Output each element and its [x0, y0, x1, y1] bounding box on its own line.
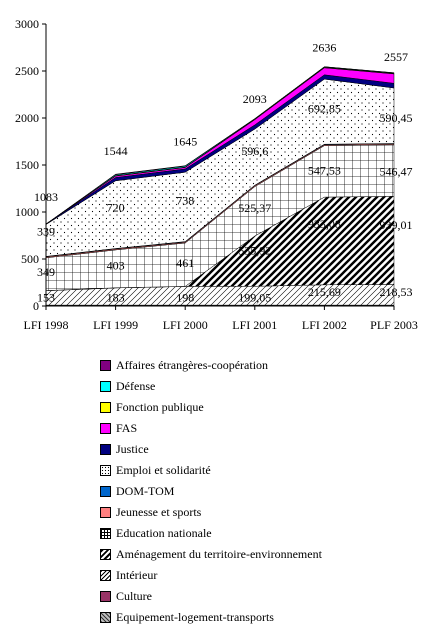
- legend-swatch: [100, 570, 111, 581]
- data-label: 2636: [312, 41, 336, 55]
- legend-label: Défense: [116, 379, 156, 393]
- legend-swatch: [100, 528, 111, 539]
- y-tick-label: 0: [33, 299, 39, 313]
- legend-label: Emploi et solidarité: [116, 463, 211, 477]
- legend-label: FAS: [116, 421, 138, 435]
- legend-item: Education nationale: [100, 523, 430, 544]
- legend-swatch: [100, 360, 111, 371]
- data-label: 183: [107, 291, 125, 305]
- legend-label: Justice: [116, 442, 149, 456]
- legend-label: Equipement-logement-transports: [116, 610, 274, 624]
- data-label: 1083: [34, 190, 58, 204]
- legend-swatch: [100, 591, 111, 602]
- legend-item: Affaires étrangères-coopération: [100, 355, 430, 376]
- legend-item: Culture: [100, 586, 430, 607]
- legend-label: Fonction publique: [116, 400, 204, 414]
- y-tick-label: 1500: [15, 158, 39, 172]
- data-label: 218,53: [380, 285, 413, 299]
- data-label: 547,53: [308, 164, 341, 178]
- legend-item: Equipement-logement-transports: [100, 607, 430, 628]
- legend-item: Jeunesse et sports: [100, 502, 430, 523]
- data-label: 525,37: [238, 201, 271, 215]
- data-label: 590,45: [380, 111, 413, 125]
- data-label: 933,08: [308, 217, 341, 231]
- legend-item: DOM-TOM: [100, 481, 430, 502]
- data-label: 596,6: [241, 144, 268, 158]
- data-label: 1645: [173, 135, 197, 149]
- data-label: 939,01: [380, 218, 413, 232]
- data-label: 692,85: [308, 102, 341, 116]
- data-label: 546,47: [380, 165, 413, 179]
- legend-swatch: [100, 402, 111, 413]
- x-tick-label: LFI 1999: [93, 318, 138, 332]
- data-label: 339: [37, 225, 55, 239]
- legend-label: Culture: [116, 589, 152, 603]
- x-tick-label: LFI 2000: [163, 318, 208, 332]
- data-label: 535,92: [238, 244, 271, 258]
- data-label: 720: [107, 200, 125, 214]
- legend-item: Fonction publique: [100, 397, 430, 418]
- legend-swatch: [100, 444, 111, 455]
- legend-label: Intérieur: [116, 568, 158, 582]
- data-label: 403: [107, 259, 125, 273]
- x-tick-label: LFI 2001: [232, 318, 277, 332]
- legend-label: DOM-TOM: [116, 484, 175, 498]
- legend-item: FAS: [100, 418, 430, 439]
- data-label: 198: [176, 291, 194, 305]
- legend-label: Jeunesse et sports: [116, 505, 202, 519]
- legend-label: Education nationale: [116, 526, 212, 540]
- legend-item: Défense: [100, 376, 430, 397]
- legend-item: Intérieur: [100, 565, 430, 586]
- data-label: 1544: [104, 144, 128, 158]
- legend-item: Justice: [100, 439, 430, 460]
- legend-label: Aménagement du territoire-environnement: [116, 547, 322, 561]
- legend-swatch: [100, 486, 111, 497]
- y-tick-label: 3000: [15, 17, 39, 31]
- data-label: 2557: [384, 50, 408, 64]
- x-tick-label: LFI 2002: [302, 318, 347, 332]
- legend-label: Affaires étrangères-coopération: [116, 358, 269, 372]
- y-tick-label: 1000: [15, 205, 39, 219]
- y-tick-label: 500: [21, 252, 39, 266]
- legend-swatch: [100, 423, 111, 434]
- data-label: 738: [176, 194, 194, 208]
- legend-item: Emploi et solidarité: [100, 460, 430, 481]
- data-label: 199,05: [238, 291, 271, 305]
- y-tick-label: 2500: [15, 64, 39, 78]
- x-tick-label: LFI 1998: [24, 318, 69, 332]
- data-label: 461: [176, 256, 194, 270]
- legend-swatch: [100, 465, 111, 476]
- legend-swatch: [100, 549, 111, 560]
- legend-swatch: [100, 381, 111, 392]
- data-label: 215,69: [308, 285, 341, 299]
- chart-legend: Affaires étrangères-coopération Défense Fo…: [100, 355, 430, 628]
- data-label: 2093: [243, 92, 267, 106]
- y-tick-label: 2000: [15, 111, 39, 125]
- x-tick-label: PLF 2003: [370, 318, 418, 332]
- legend-swatch: [100, 612, 111, 623]
- legend-swatch: [100, 507, 111, 518]
- data-label: 349: [37, 265, 55, 279]
- area-series-12: [45, 66, 395, 225]
- legend-item: Aménagement du territoire-environnement: [100, 544, 430, 565]
- data-label: 153: [37, 291, 55, 305]
